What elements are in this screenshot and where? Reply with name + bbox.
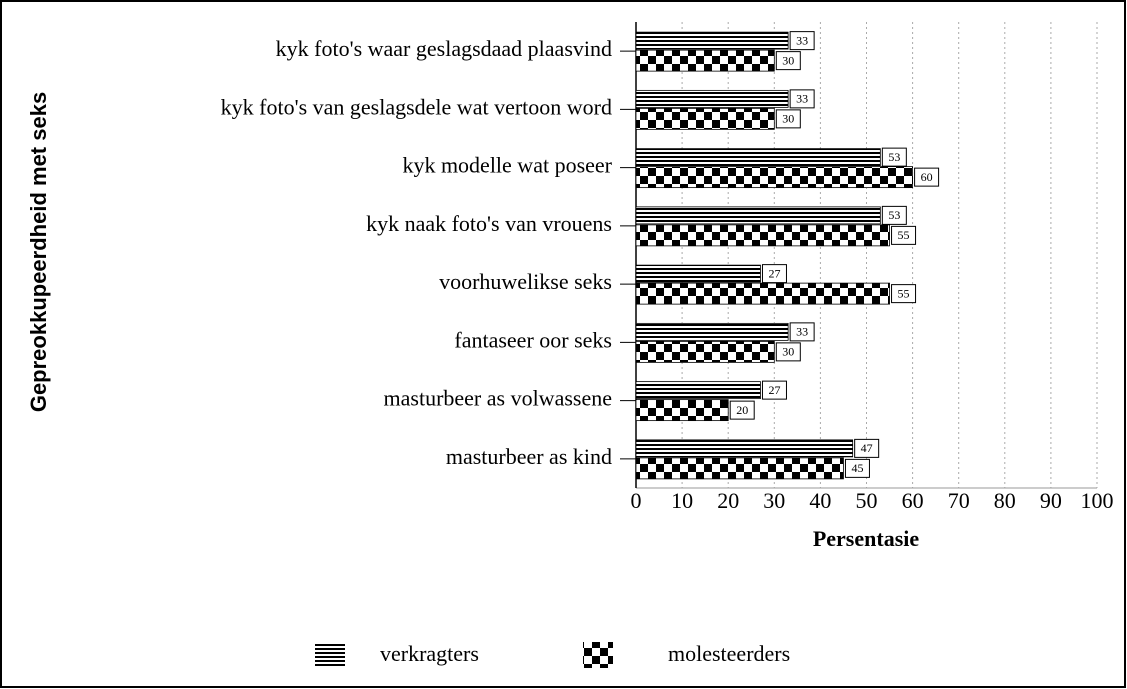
bar — [635, 49, 775, 72]
value-label-box — [881, 205, 907, 225]
x-tick-label: 90 — [1040, 488, 1062, 513]
y-tick-label: kyk foto's van geslagsdele wat vertoon w… — [221, 94, 612, 119]
y-tick-label: masturbeer as kind — [446, 444, 612, 469]
bar — [635, 322, 789, 341]
x-tick-label: 50 — [856, 488, 878, 513]
value-label: 27 — [768, 383, 780, 397]
y-tick-label: masturbeer as volwassene — [384, 386, 612, 411]
bar — [635, 148, 881, 167]
value-label: 55 — [898, 228, 910, 242]
y-tick-label: kyk foto's waar geslagsdaad plaasvind — [276, 36, 612, 61]
x-axis-title: Persentasie — [813, 526, 920, 551]
bar — [635, 439, 854, 458]
x-tick-label: 80 — [994, 488, 1016, 513]
y-axis-title: Gepreokkupeerdheid met seks — [26, 92, 51, 412]
value-label: 30 — [782, 112, 794, 126]
value-label-box — [775, 51, 801, 71]
value-label: 20 — [736, 403, 748, 417]
x-tick-label: 0 — [631, 488, 642, 513]
legend-label: verkragters — [380, 641, 479, 666]
x-tick-label: 30 — [763, 488, 785, 513]
value-label-box — [844, 458, 870, 478]
value-label-box — [789, 89, 815, 109]
legend-swatch — [583, 642, 613, 668]
value-label-box — [729, 400, 755, 420]
bar — [635, 107, 775, 130]
value-label-box — [789, 31, 815, 51]
y-tick-label: kyk naak foto's van vrouens — [366, 211, 612, 236]
legend-swatch — [315, 642, 345, 668]
value-label: 53 — [888, 150, 900, 164]
x-tick-label: 60 — [902, 488, 924, 513]
value-label-box — [881, 147, 907, 167]
value-label: 60 — [921, 170, 933, 184]
x-tick-label: 40 — [809, 488, 831, 513]
bar — [635, 457, 844, 480]
value-label-box — [914, 167, 940, 187]
x-tick-label: 20 — [717, 488, 739, 513]
value-label: 30 — [782, 345, 794, 359]
bar — [635, 224, 890, 247]
y-tick-label: voorhuwelikse seks — [439, 269, 612, 294]
value-label: 47 — [861, 441, 873, 455]
legend-label: molesteerders — [668, 641, 790, 666]
bar — [635, 166, 914, 189]
value-label-box — [761, 264, 787, 284]
bar — [635, 381, 761, 400]
value-label: 45 — [851, 461, 863, 475]
x-tick-label: 100 — [1081, 488, 1114, 513]
value-label-box — [891, 284, 917, 304]
bar — [635, 264, 761, 283]
value-label: 30 — [782, 53, 794, 67]
bar — [635, 340, 775, 363]
value-label-box — [891, 225, 917, 245]
value-label-box — [775, 109, 801, 129]
x-tick-label: 10 — [671, 488, 693, 513]
bar — [635, 206, 881, 225]
bar — [635, 399, 729, 422]
value-label-box — [789, 322, 815, 342]
value-label-box — [854, 438, 880, 458]
value-label: 33 — [796, 92, 808, 106]
value-label-box — [775, 342, 801, 362]
value-label: 53 — [888, 208, 900, 222]
y-tick-label: kyk modelle wat poseer — [402, 153, 612, 178]
value-label: 55 — [898, 286, 910, 300]
bar — [635, 89, 789, 108]
x-tick-label: 70 — [948, 488, 970, 513]
value-label: 33 — [796, 325, 808, 339]
bar — [635, 282, 890, 305]
y-tick-label: fantaseer oor seks — [454, 327, 612, 352]
value-label: 27 — [768, 266, 780, 280]
bar — [635, 31, 789, 50]
value-label-box — [761, 380, 787, 400]
value-label: 33 — [796, 33, 808, 47]
